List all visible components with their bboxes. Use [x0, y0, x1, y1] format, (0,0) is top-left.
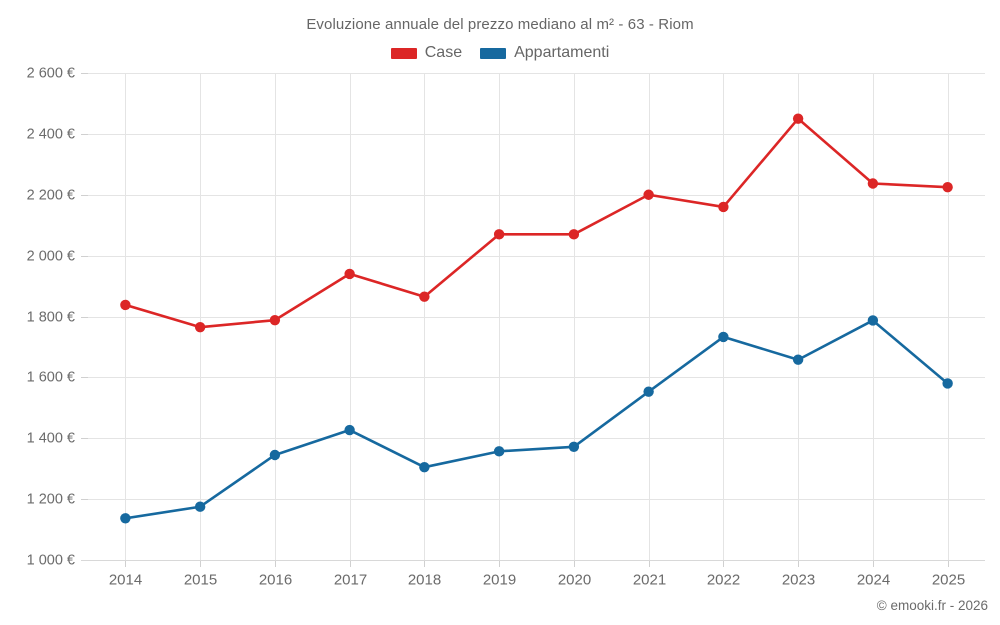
x-tick-label: 2019	[483, 571, 516, 588]
x-tick-label: 2015	[184, 571, 217, 588]
data-point[interactable]: 2020 : 1372 €	[568, 441, 580, 452]
data-point[interactable]: 2017 : 1427 €	[344, 424, 355, 436]
data-point[interactable]: 2023 : 2450 €	[792, 113, 804, 124]
x-tick-label: 2021	[633, 571, 666, 588]
chart-series-layer: 2014 : 1838 €2015 : 1765 €2016 : 1788 €2…	[120, 113, 953, 524]
legend-swatch-appartamenti	[480, 47, 507, 59]
chart-title: Evoluzione annuale del prezzo mediano al…	[306, 16, 694, 33]
data-point[interactable]: 2020 : 2070 €	[568, 229, 580, 240]
x-tick-label: 2020	[558, 571, 591, 588]
legend-swatch-case	[390, 47, 417, 59]
data-point[interactable]: 2022 : 2160 €	[718, 201, 729, 213]
x-tick-label: 2024	[857, 571, 890, 588]
x-tick-label: 2022	[707, 571, 740, 588]
data-point[interactable]: 2019 : 2070 €	[493, 229, 505, 240]
chart-axes	[81, 73, 985, 567]
x-tick-label: 2016	[259, 571, 292, 588]
data-point[interactable]: 2025 : 2225 €	[942, 181, 953, 193]
data-point[interactable]: 2017 : 1940 €	[344, 268, 355, 280]
data-point[interactable]: 2019 : 1357 €	[493, 446, 505, 457]
legend-item-appartamenti[interactable]: Appartamenti	[480, 44, 609, 62]
data-point[interactable]: 2016 : 1788 €	[269, 314, 281, 326]
data-point[interactable]: 2014 : 1137 €	[120, 513, 131, 524]
chart-legend: Case Appartamenti	[0, 44, 1000, 62]
x-tick-label: 2018	[408, 571, 441, 588]
y-tick-label: 2 400 €	[27, 126, 75, 142]
y-tick-label: 2 600 €	[27, 65, 75, 81]
y-tick-label: 1 400 €	[27, 430, 75, 446]
y-tick-label: 1 800 €	[27, 309, 75, 325]
legend-item-case[interactable]: Case	[390, 44, 463, 62]
data-point[interactable]: 2022 : 1733 €	[718, 331, 729, 343]
x-tick-label: 2017	[334, 571, 367, 588]
chart-series-case: 2014 : 1838 € 2015 : 1765 € 2016 : 1788 € 2…	[120, 113, 953, 333]
y-tick-label: 1 200 €	[27, 491, 75, 507]
legend-label-case: Case	[424, 44, 463, 61]
chart-gridlines	[88, 73, 985, 561]
y-axis-tick-labels: 1 000 € 1 200 € 1 400 € 1 600 € 1 800 € 2 000…	[27, 65, 75, 568]
chart-series-appartamenti: 2014 : 1137 € 2015 : 1175 € 2016 : 1345 € 2…	[120, 315, 953, 524]
data-point[interactable]: 2015 : 1175 €	[194, 501, 206, 512]
data-point[interactable]: 2024 : 2237 €	[867, 178, 879, 189]
data-point[interactable]: 2024 : 1787 €	[867, 315, 879, 326]
legend-label-appartamenti: Appartamenti	[514, 44, 610, 61]
data-point[interactable]: 2021 : 1553 €	[643, 386, 654, 397]
y-tick-label: 2 200 €	[27, 187, 75, 203]
data-point[interactable]: 2014 : 1838 €	[120, 299, 131, 311]
copyright-credit: © emooki.fr - 2026	[876, 598, 988, 613]
x-tick-label: 2025	[932, 571, 965, 588]
data-point[interactable]: 2016 : 1345 €	[269, 449, 281, 461]
x-tick-label: 2014	[109, 571, 142, 588]
x-axis-tick-labels: 2014 2015 2016 2017 2018 2019 2020 2021 2022 2023…	[109, 571, 965, 588]
data-point[interactable]: 2018 : 1865 €	[419, 291, 430, 302]
data-point[interactable]: 2018 : 1305 €	[419, 461, 430, 473]
data-point[interactable]: 2025 : 1580 €	[942, 378, 953, 389]
data-point[interactable]: 2015 : 1765 €	[194, 321, 206, 333]
data-point[interactable]: 2023 : 1658 €	[792, 354, 804, 365]
x-tick-label: 2023	[782, 571, 815, 588]
y-tick-label: 1 000 €	[27, 552, 75, 568]
y-tick-label: 1 600 €	[27, 369, 75, 385]
y-tick-label: 2 000 €	[27, 248, 75, 264]
